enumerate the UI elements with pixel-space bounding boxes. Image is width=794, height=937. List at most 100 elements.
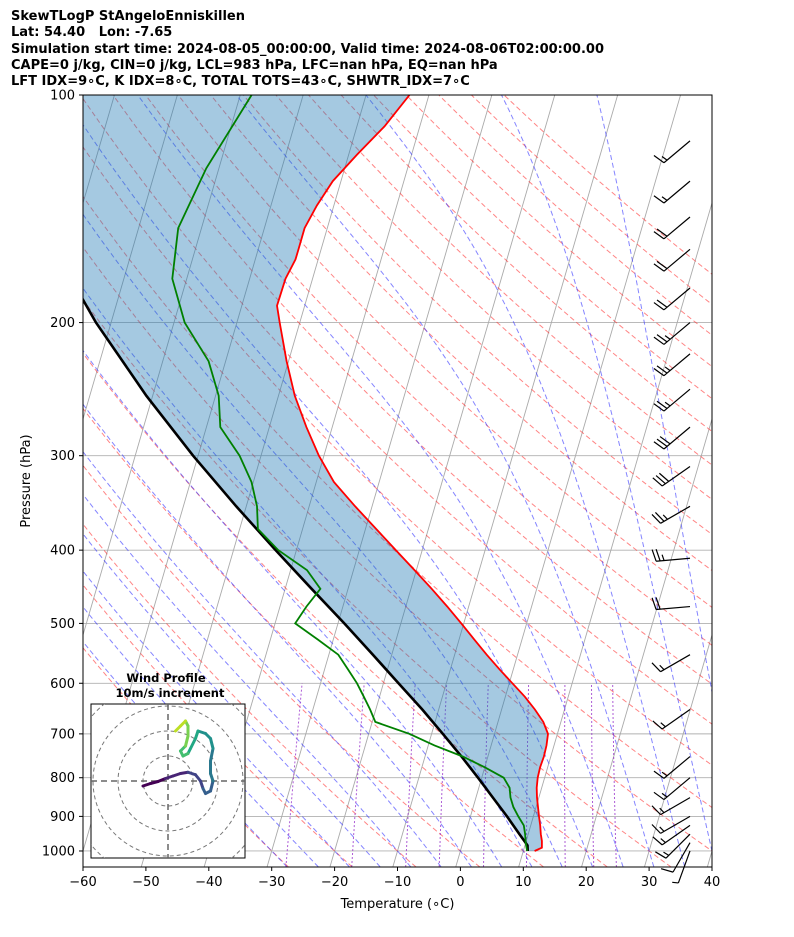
moist-adiabat-line (596, 95, 712, 695)
wind-barb-flag (655, 475, 666, 485)
wind-barb-flag (656, 365, 668, 374)
wind-barb-flag (655, 548, 661, 562)
wind-barb-flag (656, 228, 668, 237)
wind-barb (653, 777, 691, 801)
wind-barb-half-flag (664, 366, 671, 372)
wind-barbs (651, 140, 691, 884)
parcel-profile-line (83, 297, 529, 852)
x-tick-label: 30 (641, 875, 658, 890)
y-tick-label: 300 (50, 449, 75, 464)
x-tick-label: −60 (69, 875, 96, 890)
y-tick-label: 900 (50, 810, 75, 825)
wind-barb-flag (653, 367, 665, 377)
dry-adiabat-line (83, 195, 712, 809)
wind-barb-staff (663, 388, 691, 412)
cin-shaded-area (83, 95, 548, 851)
isotherm-line (266, 95, 493, 867)
isotherm-line (644, 633, 712, 867)
x-tick-label: −50 (132, 875, 159, 890)
wind-barb-half-flag (661, 792, 668, 798)
wind-barb-flag (652, 720, 663, 730)
wind-barb-staff (663, 426, 691, 450)
wind-barb-flag (659, 436, 671, 445)
mixing-ratio-line (483, 683, 489, 867)
mixing-ratio-line (351, 683, 365, 867)
wind-barb-staff (672, 842, 691, 873)
wind-barb-half-flag (663, 851, 670, 856)
wind-barb-flag (651, 549, 657, 562)
wind-barb-flag (656, 400, 668, 409)
mixing-ratio-line (612, 683, 617, 867)
dry-adiabat-line (503, 95, 712, 275)
wind-barb-flag (653, 336, 665, 345)
isotherm-line (83, 95, 241, 637)
wind-barb-flag (656, 260, 668, 270)
mixing-ratio-line (564, 683, 566, 867)
wind-barb-staff (663, 216, 691, 240)
hodograph-segment (174, 724, 182, 733)
wind-barb (651, 654, 691, 673)
y-tick-label: 200 (50, 316, 75, 331)
background-lines (83, 95, 794, 867)
profile-lines (83, 95, 549, 852)
wind-barb-flag (652, 477, 663, 487)
chart-title: SkewTLogP StAngeloEnniskillen (11, 9, 245, 24)
wind-barb-half-flag (664, 335, 671, 340)
wind-barb-half-flag (661, 156, 668, 161)
wind-barb (653, 388, 691, 412)
moist-adiabat-line (83, 533, 381, 867)
hodograph-plot (91, 704, 245, 858)
wind-barb-flag (656, 299, 668, 308)
y-tick-label: 1000 (42, 844, 75, 859)
moist-adiabat-line (83, 287, 533, 867)
hodograph-segment (184, 734, 190, 748)
mixing-ratio-line (438, 683, 448, 867)
wind-barb-flag (653, 791, 665, 801)
wind-barb-staff (661, 709, 691, 730)
wind-barb-half-flag (662, 514, 668, 520)
moist-adiabat-line (137, 95, 624, 867)
wind-barb (651, 505, 691, 524)
wind-barb-half-flag (659, 826, 665, 832)
isotherm-line (455, 95, 681, 867)
y-axis-label: Pressure (hPa) (19, 434, 34, 527)
wind-barb-flag (653, 441, 665, 450)
wind-barb (651, 797, 691, 816)
hodograph-title: Wind Profile (126, 671, 206, 685)
wind-barb-half-flag (664, 401, 671, 407)
wind-barb-staff (663, 180, 691, 204)
wind-barb-staff (660, 815, 691, 834)
wind-barb-flag (656, 334, 668, 343)
wind-barb-staff (663, 287, 691, 311)
dry-adiabat-line (275, 95, 712, 500)
wind-barb-staff (661, 465, 691, 487)
y-tick-label: 500 (50, 617, 75, 632)
dry-adiabat-line (83, 97, 712, 725)
wind-barb-flag (651, 805, 661, 816)
dry-adiabat-line (340, 95, 712, 433)
wind-barb (653, 287, 691, 311)
wind-barb (653, 756, 691, 779)
hodograph-segment (189, 737, 197, 750)
moist-adiabat-line (501, 95, 712, 854)
moist-adiabat-line (83, 349, 503, 867)
isotherm-line (770, 95, 794, 867)
hodograph-segment (209, 779, 215, 793)
hodograph-ring (117, 730, 219, 832)
wind-barb-flag (653, 770, 665, 779)
simulation-times: Simulation start time: 2024-08-05_00:00:… (11, 41, 604, 57)
wind-barb-flag (653, 154, 665, 164)
moist-adiabat-line (83, 403, 472, 867)
wind-barb-flag (660, 868, 674, 873)
dry-adiabat-line (83, 464, 481, 867)
x-tick-label: 10 (515, 875, 532, 890)
hodograph-segment (209, 737, 215, 750)
wind-barb-flag (651, 662, 661, 673)
wind-barb-flag (653, 263, 665, 272)
mixing-ratio-line (285, 683, 303, 867)
wind-barb-staff (660, 654, 691, 673)
x-tick-label: 40 (704, 875, 721, 890)
x-tick-label: −20 (321, 875, 348, 890)
hodograph-subtitle: 10m/s increment (116, 686, 225, 700)
